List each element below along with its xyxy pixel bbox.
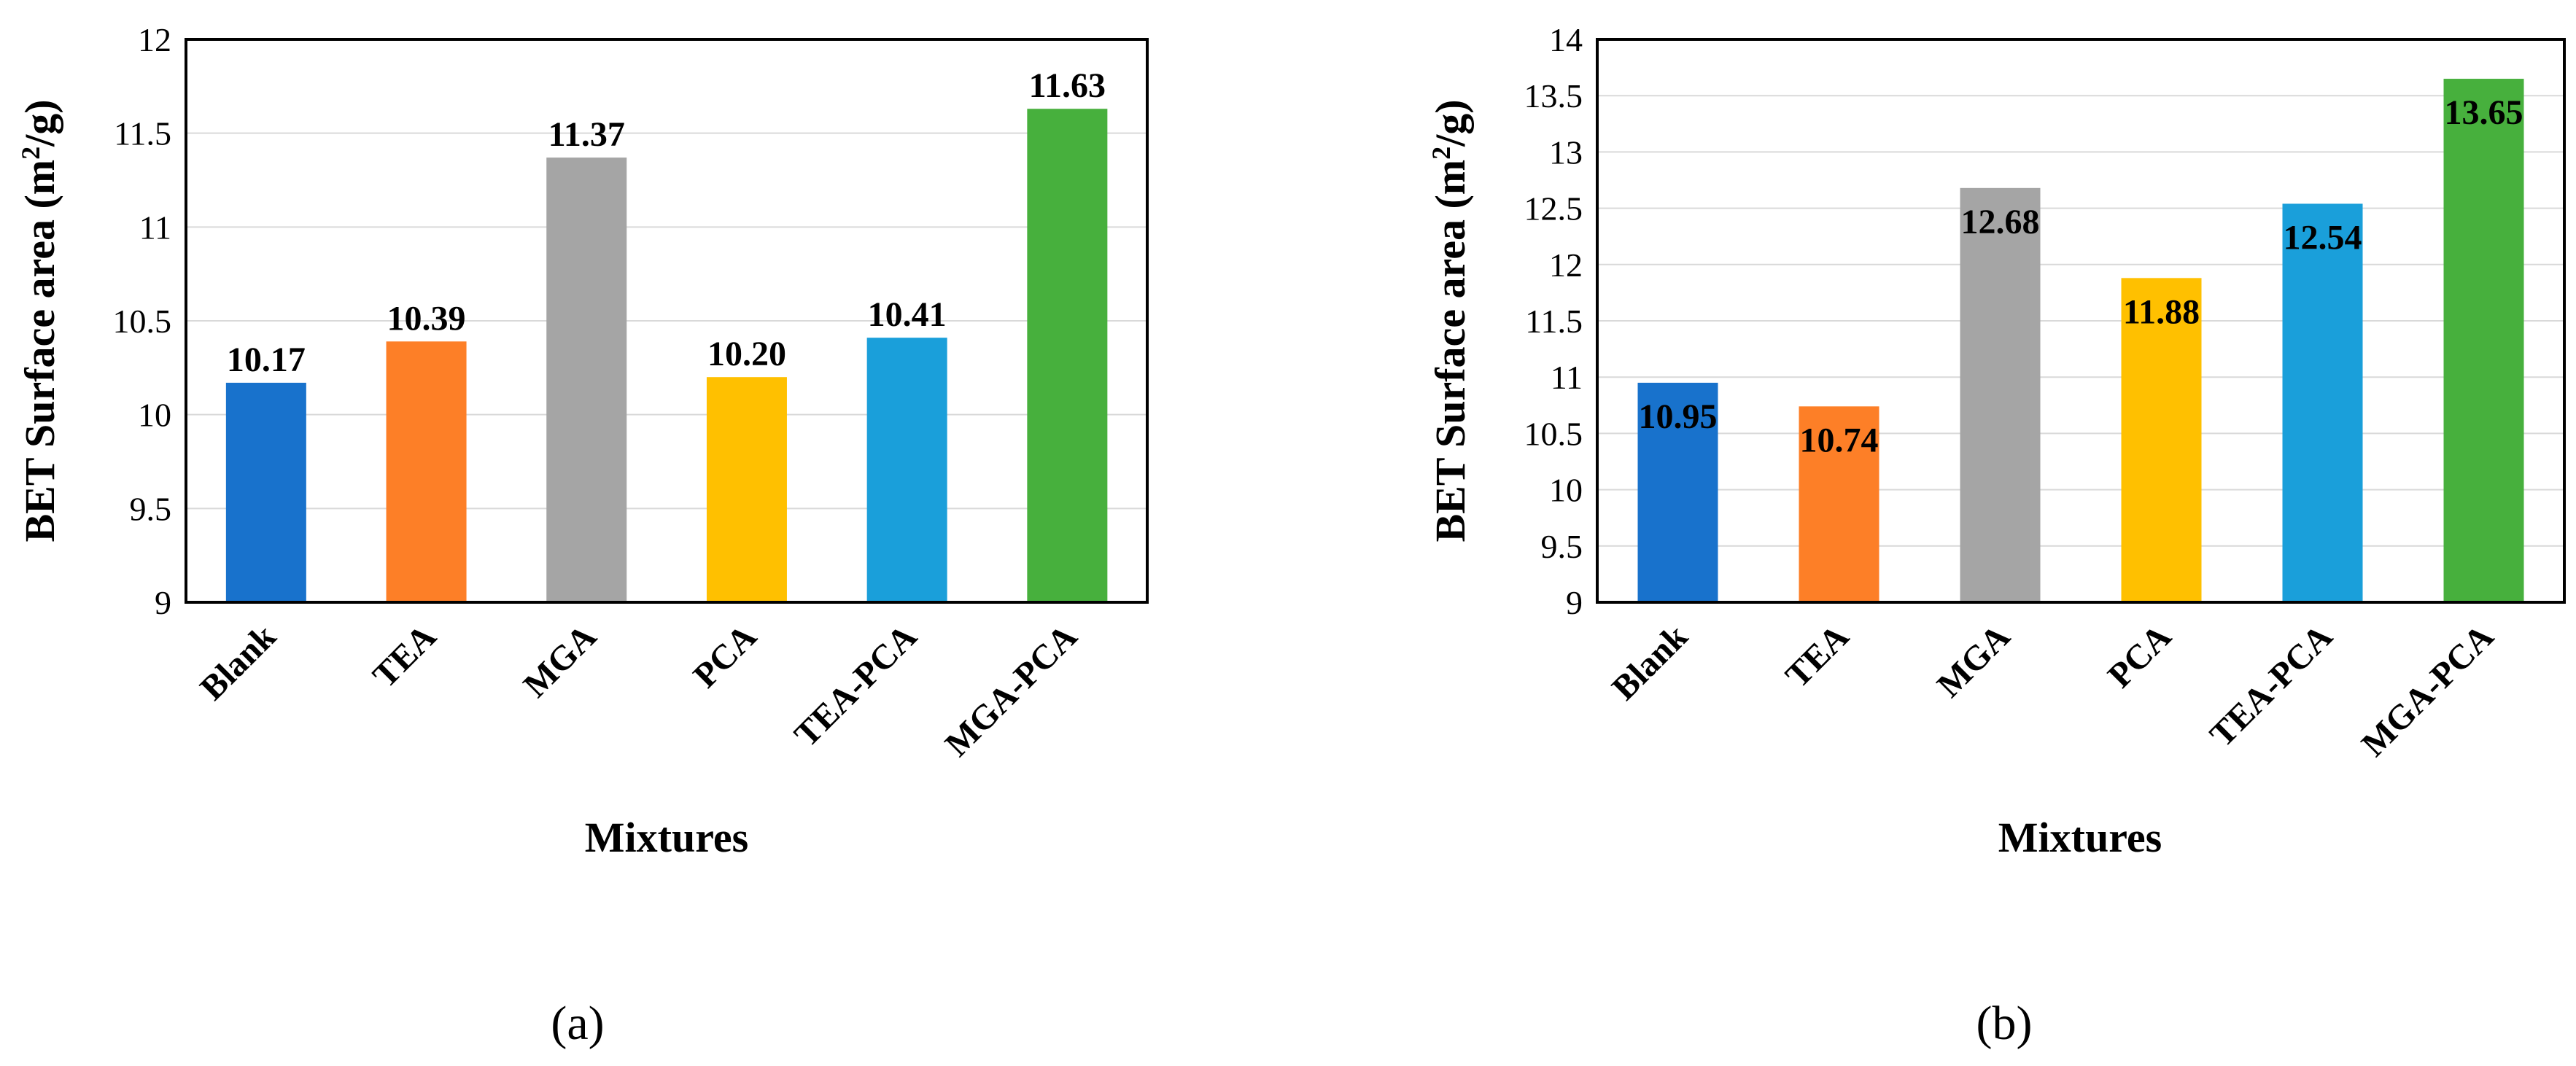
y-axis-label-superscript: 2 (16, 147, 45, 160)
bar-blank (225, 382, 306, 602)
y-tick-label: 10.5 (113, 303, 172, 340)
x-tick-label: MGA (1930, 617, 2018, 705)
y-tick-label: 9 (155, 584, 171, 621)
bar-mga (546, 157, 627, 602)
data-label: 12.68 (1961, 203, 2040, 241)
y-tick-label: 10.5 (1524, 415, 1583, 452)
y-tick-labels: 9 9.5 10 10.5 11 11.5 12 12.5 13 13.5 14 (1524, 21, 1583, 621)
data-label: 11.37 (548, 115, 625, 154)
y-axis-label: BET Surface area (m2/g) (16, 99, 63, 542)
x-tick-label: PCA (686, 617, 764, 695)
y-tick-label: 12 (1549, 246, 1583, 284)
plot-frame (1596, 38, 2566, 604)
bar-tea (1799, 406, 1879, 602)
data-label: 11.63 (1029, 66, 1106, 105)
x-axis-label: Mixtures (585, 814, 748, 861)
y-tick-label: 10 (138, 397, 171, 434)
plot-frame (185, 38, 1149, 604)
x-tick-label: TEA-PCA (2203, 617, 2340, 755)
data-label: 12.54 (2284, 218, 2362, 257)
y-tick-label: 14 (1549, 21, 1583, 58)
y-tick-label: 13.5 (1524, 77, 1583, 114)
y-tick-label: 9 (1566, 584, 1583, 621)
bars (1637, 79, 2524, 603)
data-label: 10.20 (707, 335, 786, 373)
data-label: 13.65 (2445, 93, 2523, 132)
x-tick-label: MGA-PCA (938, 617, 1085, 764)
y-tick-label: 9.5 (1541, 528, 1583, 565)
y-tick-label: 9.5 (130, 490, 172, 527)
x-tick-label: TEA (1778, 617, 1857, 696)
bar-mga-pca (1027, 109, 1108, 603)
gridlines (186, 132, 1147, 510)
y-tick-label: 12.5 (1524, 190, 1583, 227)
x-tick-label: MGA (516, 617, 605, 705)
y-axis-label-unit: /g) (1427, 99, 1474, 147)
x-axis-label: Mixtures (1998, 814, 2162, 861)
y-tick-label: 11 (1551, 359, 1583, 396)
x-tick-label: TEA (365, 617, 444, 696)
bar-blank (1637, 382, 1718, 602)
x-tick-label: Blank (1605, 617, 1695, 707)
y-tick-label: 11 (139, 209, 171, 246)
y-axis-label-unit: /g) (16, 99, 63, 147)
y-axis-label: BET Surface area (m2/g) (1427, 99, 1474, 542)
chart-panel-b: 10.95 10.74 12.68 11.88 12.54 13.65 9 9.5 10 10.… (1427, 21, 2566, 1050)
gridlines (1597, 95, 2564, 547)
data-labels: 10.17 10.39 11.37 10.20 10.41 11.63 (227, 66, 1106, 379)
data-label: 10.17 (227, 341, 306, 379)
data-label: 11.88 (2123, 292, 2200, 331)
y-tick-labels: 9 9.5 10 10.5 11 11.5 12 (113, 21, 172, 621)
y-tick-label: 13 (1549, 133, 1583, 171)
y-axis-label-superscript: 2 (1427, 147, 1456, 160)
x-tick-label: TEA-PCA (787, 617, 925, 755)
panel-label: (b) (1976, 997, 2033, 1050)
bar-mga-pca (2443, 79, 2524, 603)
data-label: 10.74 (1800, 421, 1879, 459)
bar-mga (1960, 187, 2041, 603)
bar-tea (386, 341, 467, 602)
panel-label: (a) (551, 997, 604, 1050)
x-tick-label: Blank (193, 617, 283, 707)
bar-pca (706, 377, 787, 602)
data-labels: 10.95 10.74 12.68 11.88 12.54 13.65 (1639, 93, 2523, 459)
bar-tea-pca (866, 338, 947, 602)
bar-tea-pca (2282, 203, 2363, 602)
y-axis-label-main: BET Surface area (m (16, 160, 63, 542)
y-tick-label: 11.5 (114, 115, 171, 152)
data-label: 10.39 (387, 299, 466, 338)
x-tick-labels: Blank TEA MGA PCA TEA-PCA MGA-PCA (193, 617, 1085, 764)
x-tick-label: PCA (2100, 617, 2179, 695)
y-tick-label: 12 (138, 21, 171, 58)
bar-pca (2121, 278, 2202, 602)
x-tick-label: MGA-PCA (2354, 617, 2502, 764)
x-tick-labels: Blank TEA MGA PCA TEA-PCA MGA-PCA (1605, 617, 2502, 764)
y-tick-label: 11.5 (1525, 303, 1583, 340)
chart-panel-a: 10.17 10.39 11.37 10.20 10.41 11.63 9 9.5 10 10.… (16, 21, 1149, 1050)
data-label: 10.41 (868, 295, 947, 334)
data-label: 10.95 (1639, 397, 1718, 436)
y-tick-label: 10 (1549, 472, 1583, 509)
y-axis-label-main: BET Surface area (m (1427, 160, 1474, 542)
bars (225, 109, 1108, 603)
